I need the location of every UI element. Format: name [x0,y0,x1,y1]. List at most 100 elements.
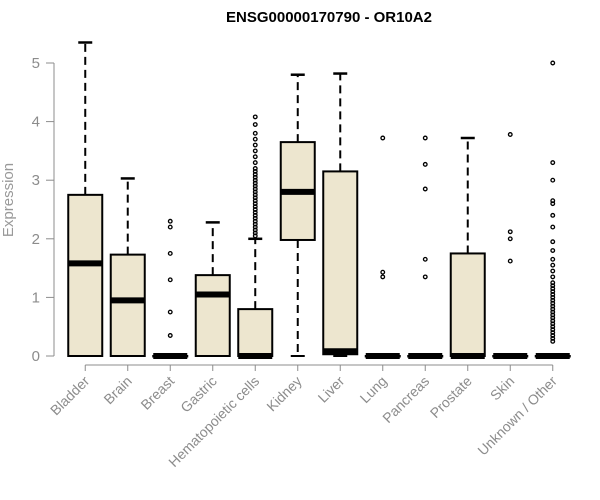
outlier-point [167,224,173,230]
outlier-point [550,224,556,230]
outlier-point [550,309,556,315]
outlier-point [380,274,386,280]
outlier-point [252,142,258,148]
box-group [152,218,189,359]
outlier-point [550,212,556,218]
outlier-point [550,248,556,253]
box-iqr [237,308,274,357]
box-iqr [109,253,146,357]
outlier-point [252,154,258,160]
box-iqr [322,170,359,356]
outlier-point [252,192,258,198]
outlier-point [550,286,556,292]
outlier-point [422,186,428,192]
y-axis-label: Expression [0,163,17,237]
outlier-point [380,135,386,141]
outlier-point [252,207,258,212]
outlier-point [252,189,258,195]
outlier-point [550,160,556,166]
outlier-point [550,280,556,286]
outlier-point [507,258,513,264]
box-group [67,41,104,357]
outlier-point [422,161,428,167]
y-axis: 0 1 2 3 4 5 [32,55,55,365]
outlier-point [550,330,556,336]
outlier-point [252,160,258,166]
outlier-point [422,256,428,262]
outlier-point [550,201,556,207]
box-iqr [67,193,104,357]
box-iqr [194,274,231,357]
outlier-point [380,269,386,275]
y-tick-label: 3 [32,172,40,189]
y-tick-label: 4 [32,114,40,131]
outlier-point [252,224,258,230]
outlier-point [550,338,556,344]
outlier-point [252,136,258,142]
outlier-point [550,306,556,312]
outlier-point [550,321,556,327]
outlier-point [252,218,258,224]
y-tick-label: 2 [32,231,40,248]
x-tick-label: Prostate [427,373,475,421]
outlier-point [550,327,556,333]
x-tick-label: Kidney [263,373,305,415]
outlier-point [252,168,258,174]
x-tick-label: Bladder [47,373,93,419]
y-tick-label: 5 [32,55,40,72]
outlier-point [252,183,258,189]
outlier-point [550,256,556,262]
box-group [534,60,571,359]
outlier-point [550,198,556,204]
box-group [279,73,316,357]
box-group [194,221,231,357]
outlier-point [252,233,258,239]
outlier-point [167,333,173,338]
outlier-point [550,60,556,66]
outlier-point [167,277,173,283]
outlier-point [422,274,428,280]
box-group [237,114,274,359]
outlier-point [252,209,258,215]
chart-title: ENSG00000170790 - OR10A2 [226,9,432,26]
outlier-point [252,215,258,221]
outlier-point [252,198,258,204]
x-tick-label: Brain [100,373,134,407]
outlier-point [550,333,556,338]
outlier-point [252,171,258,177]
outlier-point [550,283,556,289]
outlier-point [550,289,556,294]
y-tick-label: 0 [32,348,40,365]
outlier-point [252,186,258,192]
outlier-point [252,122,258,127]
outlier-point [252,177,258,183]
outlier-point [507,236,513,242]
outlier-point [167,218,173,224]
outlier-point [550,335,556,341]
outlier-point [550,315,556,321]
outlier-point [167,309,173,315]
x-tick-label: Skin [487,373,518,404]
outlier-point [252,230,258,236]
box-group [322,72,359,357]
box-group [492,132,529,359]
box-group [407,135,444,359]
outlier-point [422,135,428,141]
outlier-point [252,130,258,136]
boxes [67,41,571,359]
x-tick-label: Breast [137,373,177,413]
outlier-point [252,201,258,207]
outlier-point [550,274,556,280]
outlier-point [550,262,556,268]
outlier-point [252,212,258,218]
box-group [364,135,401,359]
outlier-point [550,318,556,324]
outlier-point [550,324,556,330]
outlier-point [550,294,556,300]
outlier-point [252,221,258,227]
x-tick-label: Unknown / Other [474,373,560,459]
outlier-point [252,204,258,210]
outlier-point [550,177,556,183]
